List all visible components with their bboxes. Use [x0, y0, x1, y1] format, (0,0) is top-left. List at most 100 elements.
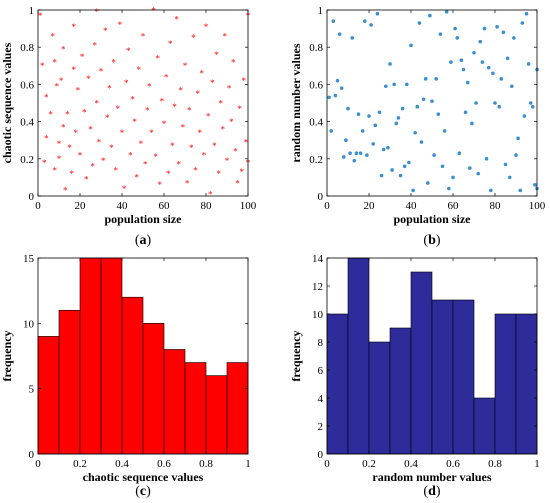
- x-tick-label: 0.4: [115, 458, 129, 470]
- y-tick-label: 2: [318, 421, 324, 433]
- scatter-point: [400, 106, 405, 111]
- scatter-point: [449, 60, 453, 64]
- x-tick-label: 80: [490, 200, 502, 212]
- scatter-point: [528, 101, 533, 105]
- scatter-point: [381, 147, 386, 152]
- scatter-point: *: [118, 20, 123, 30]
- y-tick-label: 0.8: [309, 42, 323, 54]
- scatter-point: [398, 173, 403, 178]
- scatter-point: *: [111, 57, 116, 67]
- y-tick-label: 5: [29, 384, 35, 396]
- scatter-point: [432, 153, 436, 157]
- scatter-point: [430, 99, 434, 103]
- scatter-point: [465, 80, 470, 85]
- histogram-bar: [326, 313, 349, 455]
- histogram-bar: [226, 362, 249, 455]
- scatter-point: *: [181, 122, 186, 132]
- scatter-point: *: [239, 167, 244, 177]
- scatter-point: [367, 114, 371, 118]
- scatter-point: *: [84, 175, 89, 185]
- axes-box: [37, 9, 249, 197]
- scatter-point: [337, 32, 342, 36]
- caption-paren: ): [146, 484, 151, 499]
- scatter-point: [472, 50, 476, 55]
- scatter-point: [405, 82, 409, 87]
- y-axis-label: frequency: [289, 330, 303, 381]
- scatter-point: [344, 138, 348, 142]
- scatter-point: *: [221, 124, 226, 134]
- scatter-point: *: [206, 111, 211, 121]
- histogram-bar: [79, 257, 102, 455]
- histogram-bar: [184, 362, 207, 455]
- scatter-point: [518, 188, 522, 193]
- y-tick-label: 0.2: [20, 154, 34, 166]
- scatter-point: [421, 97, 426, 102]
- scatter-point: *: [82, 108, 87, 118]
- caption-paren: (: [423, 233, 428, 248]
- scatter-point: *: [120, 128, 125, 138]
- scatter-point: *: [107, 83, 112, 93]
- scatter-point: *: [235, 178, 240, 188]
- scatter-point: *: [113, 165, 118, 175]
- histogram-bar: [58, 309, 81, 455]
- x-tick-label: 0.8: [488, 458, 502, 470]
- scatter-point: [470, 121, 474, 126]
- scatter-point: *: [61, 122, 66, 132]
- scatter-point: [335, 78, 340, 83]
- scatter-point: *: [61, 44, 66, 54]
- scatter-point: [491, 71, 495, 76]
- scatter-point: *: [195, 89, 200, 99]
- scatter-point: *: [124, 78, 129, 88]
- scatter-point: [411, 188, 415, 193]
- scatter-point: *: [153, 152, 158, 162]
- y-axis-label: random number values: [289, 43, 303, 162]
- x-axis-label: population size: [104, 212, 182, 226]
- scatter-point: *: [212, 141, 217, 151]
- y-tick-label: 8: [318, 337, 324, 349]
- scatter-point: [505, 56, 510, 61]
- scatter-point: *: [40, 61, 45, 71]
- x-tick-label: 0: [324, 200, 330, 212]
- y-tick-label: 0: [29, 449, 35, 461]
- scatter-point: *: [216, 169, 221, 179]
- scatter-point: [363, 19, 367, 23]
- x-tick-label: 40: [117, 200, 129, 212]
- scatter-point: [497, 104, 502, 109]
- scatter-point: *: [172, 102, 177, 112]
- scatter-point: [442, 129, 447, 133]
- scatter-point: [476, 171, 481, 176]
- scatter-point: *: [210, 78, 215, 88]
- scatter-point: *: [218, 98, 223, 108]
- scatter-point: *: [95, 98, 100, 108]
- scatter-point: [426, 181, 430, 185]
- scatter-point: *: [149, 128, 154, 138]
- x-tick-label: 0: [35, 458, 41, 470]
- scatter-point: [356, 112, 361, 116]
- scatter-point: *: [42, 158, 47, 168]
- scatter-point: *: [139, 139, 144, 149]
- histogram-bar: [431, 299, 454, 455]
- x-tick-label: 100: [529, 200, 546, 212]
- caption-paren: (: [423, 484, 428, 499]
- x-tick-label: 60: [159, 200, 171, 212]
- scatter-point: [455, 36, 460, 40]
- scatter-point: *: [244, 137, 249, 147]
- x-tick-label: 100: [240, 200, 257, 212]
- scatter-point: *: [116, 104, 121, 114]
- histogram-bar: [121, 296, 144, 455]
- scatter-point: *: [132, 117, 137, 127]
- caption-paren: (: [135, 233, 140, 248]
- scatter-point: *: [176, 160, 181, 170]
- y-tick-label: 4: [318, 393, 324, 405]
- panel-a: ****************************************…: [0, 5, 257, 248]
- scatter-point: [392, 82, 397, 87]
- scatter-point: *: [63, 186, 68, 196]
- scatter-point: [386, 145, 390, 150]
- scatter-point: [440, 164, 445, 169]
- scatter-point: [503, 162, 508, 167]
- scatter-point: *: [71, 65, 76, 75]
- caption-letter: a: [140, 233, 147, 248]
- histogram-bar: [515, 313, 538, 455]
- scatter-point: *: [103, 26, 108, 36]
